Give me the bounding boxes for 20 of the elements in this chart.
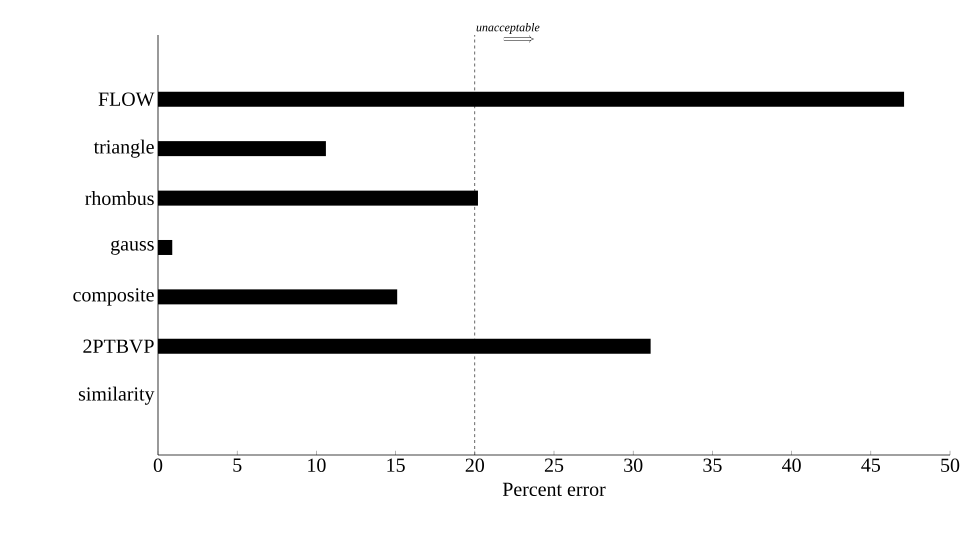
- x-tick-label: 5: [233, 458, 242, 472]
- x-tick-label: 40: [782, 458, 801, 472]
- x-axis-title: Percent error: [502, 482, 606, 496]
- x-tick-label: 0: [154, 458, 162, 472]
- y-tick-label: composite: [73, 288, 154, 306]
- y-tick-label: gauss: [111, 240, 154, 255]
- x-tick-label: 10: [308, 458, 326, 472]
- y-tick-label: triangle: [94, 140, 154, 158]
- x-tick-label: 35: [703, 458, 722, 472]
- y-tick-label: rhombus: [85, 191, 154, 206]
- y-tick-label: 2PTBVP: [83, 340, 154, 354]
- y-tick-label: similarity: [78, 386, 154, 405]
- x-tick-label: 25: [544, 458, 564, 472]
- y-tick-label: FLOW: [98, 92, 154, 106]
- x-tick-label: 30: [624, 458, 642, 472]
- x-tick-label: 50: [941, 458, 960, 472]
- x-tick-label: 45: [861, 458, 880, 472]
- ref-line-label: unacceptable: [476, 22, 540, 34]
- x-tick-label: 15: [387, 458, 405, 472]
- x-tick-label: 20: [466, 458, 484, 472]
